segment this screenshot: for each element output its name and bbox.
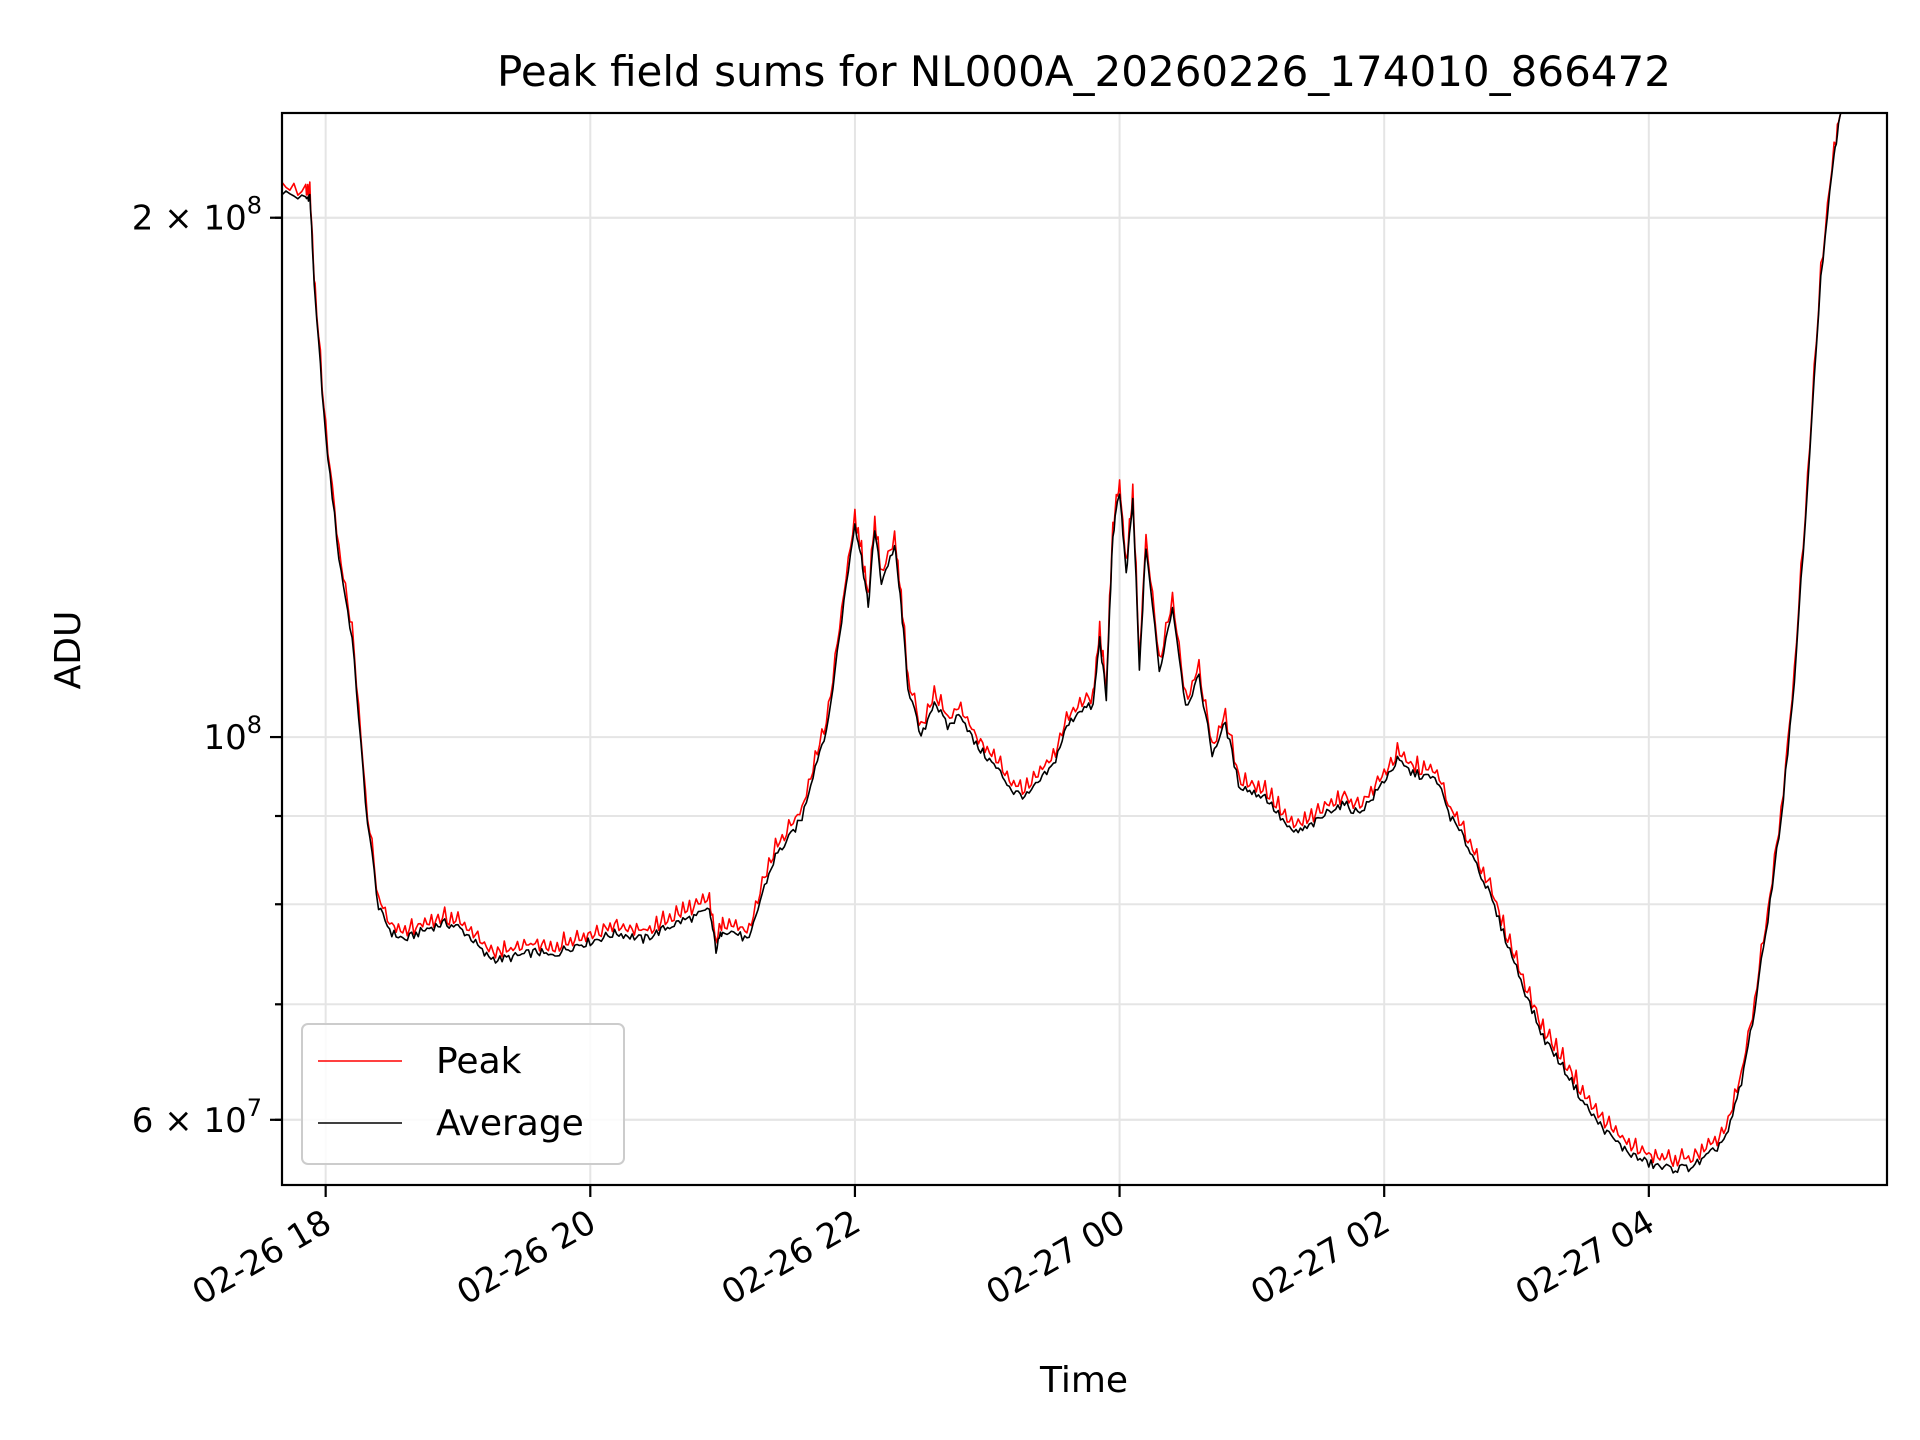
series-line-peak xyxy=(282,113,1842,1167)
y-tick-label: 6 × 107 xyxy=(132,1094,262,1141)
y-tick-label: 2 × 108 xyxy=(132,192,262,239)
y-axis-label: ADU xyxy=(48,611,89,690)
grid-lines xyxy=(282,113,1887,1185)
legend: Peak Average xyxy=(301,1023,625,1165)
legend-label-average: Average xyxy=(436,1103,584,1144)
y-tick-label: 108 xyxy=(203,711,262,758)
plot-frame xyxy=(280,111,1889,1187)
legend-box xyxy=(301,1023,625,1165)
series-line-average xyxy=(282,113,1842,1174)
chart-title: Peak field sums for NL000A_20260226_1740… xyxy=(497,47,1671,96)
series-group xyxy=(282,113,1842,1174)
legend-label-peak: Peak xyxy=(436,1041,522,1082)
x-axis-label: Time xyxy=(1039,1360,1128,1401)
